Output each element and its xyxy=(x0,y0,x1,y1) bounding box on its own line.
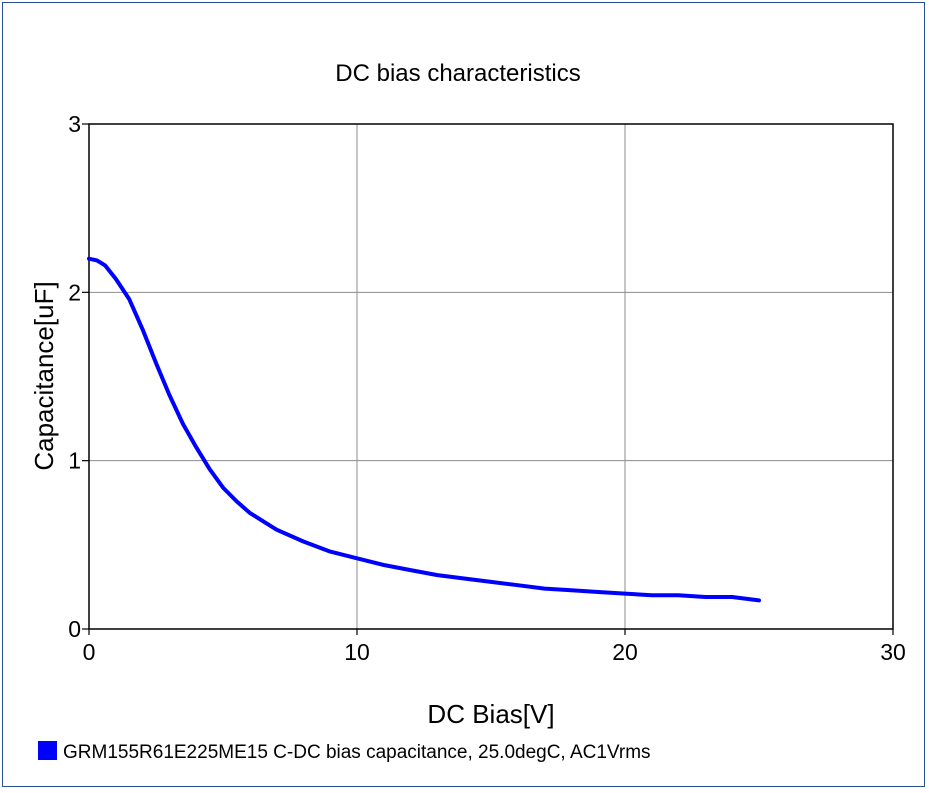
x-tick-label: 30 xyxy=(880,639,906,665)
plot-border xyxy=(88,123,894,630)
y-tick-label: 3 xyxy=(68,111,81,137)
y-axis-ticks: 0 1 2 3 xyxy=(68,111,89,642)
legend-swatch xyxy=(38,741,57,760)
y-axis-label: Capacitance[uF] xyxy=(29,281,59,470)
series-line xyxy=(87,256,761,603)
y-tick-label: 2 xyxy=(68,279,81,305)
series-group xyxy=(87,256,761,603)
y-tick-label: 1 xyxy=(68,448,81,474)
legend: GRM155R61E225ME15 C-DC bias capacitance,… xyxy=(38,741,651,763)
grid-lines xyxy=(89,124,893,629)
dc-bias-chart: DC bias characteristics 0 1 2 3 0 10 20 30 DC … xyxy=(29,60,906,763)
x-tick-label: 20 xyxy=(612,639,638,665)
x-tick-label: 10 xyxy=(344,639,370,665)
y-tick-label: 0 xyxy=(68,616,81,642)
x-axis-ticks: 0 10 20 30 xyxy=(83,629,906,665)
plot-area xyxy=(89,124,893,629)
legend-label: GRM155R61E225ME15 C-DC bias capacitance,… xyxy=(63,742,651,763)
x-tick-label: 0 xyxy=(83,639,96,665)
x-axis-label: DC Bias[V] xyxy=(427,699,554,729)
chart-title: DC bias characteristics xyxy=(335,60,580,87)
